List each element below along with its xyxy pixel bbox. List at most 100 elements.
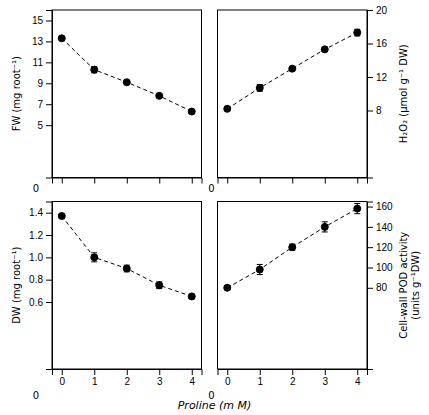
- y-axis-title-line: DW (mg root⁻¹): [11, 247, 22, 324]
- x-tick: 2: [124, 369, 130, 387]
- error-bar-cap: [91, 261, 97, 262]
- y-axis: 0.60.81.01.21.4: [29, 202, 52, 370]
- x-tick-mark: [192, 178, 193, 184]
- x-tick-label: 2: [124, 376, 130, 387]
- data-point: [224, 284, 231, 291]
- x-tick: [94, 178, 95, 184]
- x-tick: [159, 178, 160, 184]
- y-tick-mark: [46, 62, 52, 63]
- error-bar: [354, 29, 360, 36]
- data-point: [321, 46, 328, 53]
- y2-tick: 80: [367, 282, 388, 293]
- error-bar: [257, 85, 263, 92]
- data-point: [123, 79, 130, 86]
- series-line: [227, 33, 357, 109]
- annotation: 0: [208, 183, 214, 194]
- x-axis: 0 1 2 3 4: [53, 369, 203, 387]
- y-axis-title: Cell-wall POD activity(units g⁻¹DW): [398, 232, 421, 339]
- y-tick-label: 15: [32, 15, 44, 26]
- x-tick: [227, 178, 228, 184]
- error-bar: [257, 264, 263, 274]
- error-bar-cap: [354, 213, 360, 214]
- x-tick-label: 3: [157, 376, 163, 387]
- y-tick-label: 1.2: [29, 230, 43, 241]
- x-axis-line: [218, 178, 368, 184]
- y-axis-title: H₂O₂ (μmol g⁻¹ DW): [398, 44, 409, 143]
- y-tick: 1.4: [29, 207, 52, 218]
- y2-tick-label: 120: [376, 242, 393, 253]
- plot-area: [224, 29, 361, 112]
- y-tick-label: 7: [37, 99, 43, 110]
- y-tick-mark: [46, 235, 52, 236]
- y-axis-line: [46, 11, 53, 179]
- x-axis-line: [218, 370, 368, 376]
- x-tick-mark: [260, 369, 261, 375]
- data-point: [354, 205, 361, 212]
- x-tick: 4: [189, 369, 195, 387]
- y-axis-title: FW (mg root⁻¹): [11, 56, 22, 131]
- error-bar: [322, 222, 328, 232]
- x-tick-label: 1: [92, 376, 98, 387]
- y2-tick: 20: [367, 5, 388, 16]
- y2-tick-label: 16: [376, 38, 388, 49]
- y-tick-mark: [46, 104, 52, 105]
- error-bar: [91, 253, 97, 262]
- subplot: 012340.60.81.01.21.4DW (mg root⁻¹)0: [11, 202, 202, 402]
- y2-tick-label: 12: [376, 72, 388, 83]
- x-tick-label: 2: [290, 376, 296, 387]
- y-tick: 15: [32, 15, 52, 26]
- error-bar: [124, 265, 130, 272]
- y-tick-mark: [46, 20, 52, 21]
- error-bar-cap: [257, 274, 263, 275]
- x-tick-mark: [94, 369, 95, 375]
- plot-area: [58, 213, 195, 300]
- plot-frame: [52, 10, 202, 178]
- y-tick: 5: [37, 120, 52, 131]
- y-axis-title-line: H₂O₂ (μmol g⁻¹ DW): [398, 44, 409, 143]
- x-tick-mark: [357, 369, 358, 375]
- y-tick-label: 0.8: [29, 274, 43, 285]
- y2-tick-label: 20: [376, 5, 388, 16]
- plot-area: [58, 35, 195, 115]
- error-bar: [354, 204, 360, 214]
- error-bar-cap: [354, 203, 360, 204]
- x-axis: 01234: [218, 369, 368, 387]
- y-tick-mark: [46, 257, 52, 258]
- data-point: [289, 65, 296, 72]
- y-axis-line: [46, 202, 53, 370]
- x-tick: 1: [92, 369, 98, 387]
- x-tick: [357, 178, 358, 184]
- data-point: [256, 84, 263, 91]
- y2-tick-label: 140: [376, 222, 393, 233]
- y2-tick-label: 100: [376, 262, 393, 273]
- x-tick: 3: [157, 369, 163, 387]
- x-tick: [192, 178, 193, 184]
- x-tick: 4: [355, 369, 361, 387]
- x-tick: 0: [59, 369, 65, 387]
- y2-tick-label: 80: [376, 282, 388, 293]
- x-tick: [127, 178, 128, 184]
- x-tick-mark: [260, 178, 261, 184]
- data-point: [188, 293, 195, 300]
- y2-tick: 16: [367, 38, 388, 49]
- y2-tick-mark: [367, 207, 373, 208]
- error-bar: [156, 282, 162, 289]
- x-tick-mark: [94, 178, 95, 184]
- x-tick-mark: [159, 369, 160, 375]
- data-point: [58, 213, 65, 220]
- y2-tick-label: 8: [376, 105, 382, 116]
- x-tick-label: 0: [59, 376, 65, 387]
- x-tick-label: 1: [257, 376, 263, 387]
- x-tick: 0: [225, 369, 231, 387]
- x-tick-label: 4: [189, 376, 195, 387]
- x-tick: [292, 178, 293, 184]
- y-tick-mark: [46, 41, 52, 42]
- data-point: [91, 66, 98, 73]
- y2-tick-mark: [367, 288, 373, 289]
- y2-tick-mark: [367, 247, 373, 248]
- x-tick-mark: [159, 178, 160, 184]
- data-point: [354, 29, 361, 36]
- y-tick: 11: [33, 57, 52, 68]
- subplot: 0123480100120140160Cell-wall POD activit…: [208, 201, 421, 401]
- plot-frame: [218, 202, 368, 370]
